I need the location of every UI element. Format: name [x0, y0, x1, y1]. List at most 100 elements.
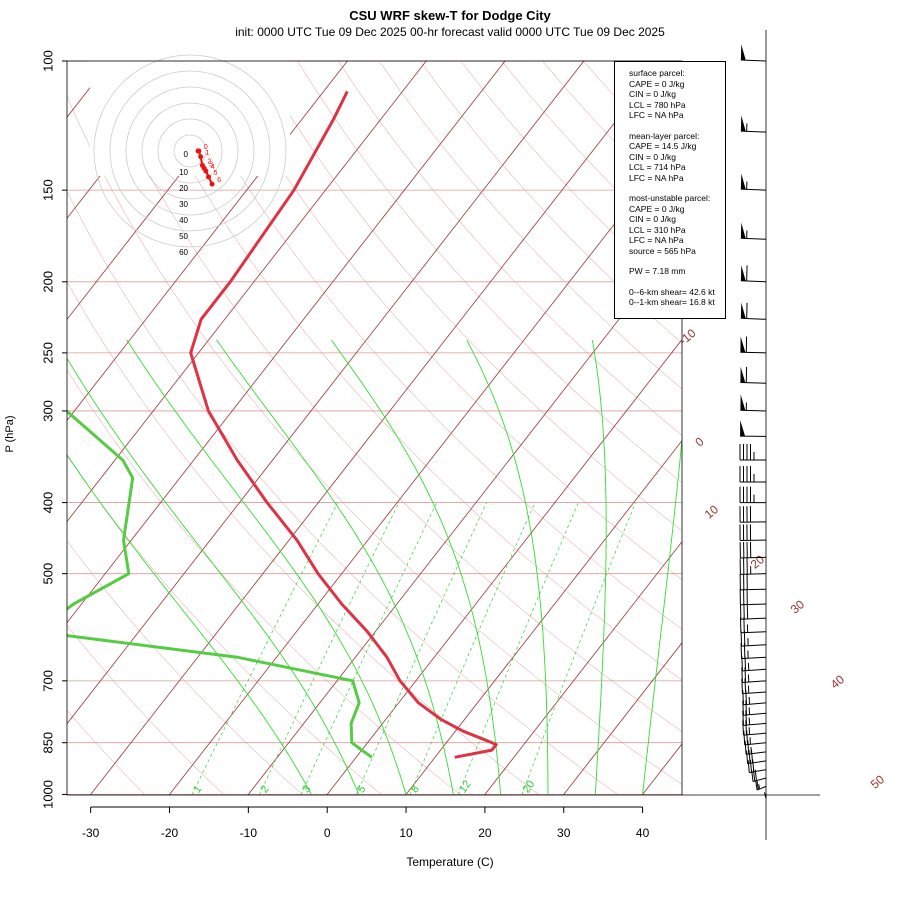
barb-full [744, 740, 747, 755]
barb-shaft [743, 732, 767, 736]
x-tick-label: 20 [478, 826, 492, 840]
moist-adiabat [216, 339, 454, 795]
barb-shaft [742, 668, 767, 672]
mixing-ratio-line [191, 502, 339, 795]
sounding-profiles [67, 90, 498, 759]
dry-adiabat [67, 625, 225, 795]
barb-flag [740, 366, 746, 383]
wind-barb [742, 700, 767, 716]
barb-full [740, 630, 743, 647]
hodo-point-label: 5 [214, 170, 218, 177]
dry-adiabat [67, 369, 462, 795]
x-tick-label: -30 [82, 826, 100, 840]
isotherm-line [483, 541, 682, 795]
wind-barb [744, 740, 767, 755]
isotherm-line [326, 338, 682, 795]
wind-barb [740, 44, 767, 62]
x-tick-label: 40 [636, 826, 650, 840]
isotherm-label: -10 [676, 326, 699, 348]
barb-flag [740, 222, 746, 239]
mixing-ratio-label: 1 [191, 783, 204, 795]
dry-adiabat [67, 281, 541, 795]
wind-barb [739, 541, 767, 559]
isotherm-line [89, 61, 664, 795]
dry-adiabat [378, 61, 682, 390]
dry-adiabat [67, 455, 383, 795]
mixing-ratio-line [458, 502, 579, 795]
hodo-ring [93, 54, 287, 248]
x-tick-label: 10 [399, 826, 413, 840]
wind-barb [740, 265, 767, 283]
isotherm-line [67, 61, 506, 624]
wind-barb [740, 222, 767, 240]
moist-adiabat [642, 434, 682, 795]
barb-flag [740, 336, 746, 353]
dry-adiabat [338, 61, 682, 436]
y-tick-label: 400 [40, 492, 55, 514]
mixing-ratio-label: 3 [300, 783, 313, 795]
temperature-profile [189, 90, 498, 759]
y-tick-label: 500 [40, 563, 55, 585]
info-line: PW = 7.18 mm [629, 266, 686, 276]
wind-barb [747, 759, 767, 774]
hodo-point [203, 168, 209, 174]
barb-flag [740, 420, 746, 437]
wind-barb [740, 420, 767, 437]
info-line: CIN = 0 J/kg [629, 151, 677, 162]
hodo-ring [125, 86, 255, 216]
barb-full [743, 730, 746, 745]
barb-shaft [740, 556, 767, 559]
barb-full [745, 700, 748, 715]
most-unstable-parcel-group: most-unstable parcel: CAPE = 0 J/kg CIN … [629, 193, 725, 256]
hodo-point-label: 3 [209, 161, 213, 168]
chart-subtitle: init: 0000 UTC Tue 09 Dec 2025 00-hr for… [235, 25, 665, 39]
barb-full [745, 720, 748, 735]
wind-barb [739, 506, 767, 523]
barb-shaft [743, 702, 767, 706]
info-line: LFC = NA hPa [629, 172, 684, 183]
mixing-ratio-line [409, 502, 536, 795]
barb-half [758, 784, 760, 790]
hodo-ring-label: 20 [179, 184, 188, 193]
isotherm-label: 30 [788, 597, 807, 617]
dry-adiabat [67, 190, 619, 795]
wind-barb [739, 558, 767, 575]
info-line: most-unstable parcel: [629, 193, 711, 203]
barb-flag [740, 302, 746, 319]
barb-shaft [741, 656, 767, 660]
hodo-point [198, 154, 204, 160]
info-line: surface parcel: [629, 68, 685, 78]
moist-adiabats [67, 339, 682, 795]
isotherm-line [67, 61, 269, 321]
info-line: source = 565 hPa [629, 245, 696, 256]
wind-barb [740, 366, 767, 384]
wind-barb [740, 302, 767, 320]
dewpoint-profile [67, 409, 373, 759]
mixing-ratio-label: 2 [258, 783, 271, 795]
hodo-background [90, 51, 290, 176]
surface-parcel-group: surface parcel: CAPE = 0 J/kg CIN = 0 J/… [629, 68, 725, 121]
wind-barb [742, 710, 767, 726]
shear-group: 0--6-km shear= 42.6 kt 0--1-km shear= 16… [629, 287, 725, 308]
wind-barbs [739, 30, 767, 840]
mixing-ratio-lines [191, 502, 636, 795]
x-tick-label: 30 [557, 826, 571, 840]
hodo-ring [157, 118, 223, 184]
wind-barb [739, 486, 766, 504]
barb-shaft [740, 59, 767, 62]
mean-layer-parcel-group: mean-layer parcel: CAPE = 14.5 J/kg CIN … [629, 131, 725, 184]
barb-flag [740, 173, 746, 190]
barb-shaft [740, 382, 767, 384]
y-tick-label: 850 [40, 732, 55, 754]
isotherm-label: 40 [828, 672, 847, 692]
barb-flag [740, 115, 746, 132]
moist-adiabat [330, 339, 502, 795]
x-axis-label: Temperature (C) [406, 855, 494, 869]
barb-shaft [742, 691, 767, 695]
pw-group: PW = 7.18 mm [629, 266, 725, 277]
barb-full [755, 780, 758, 791]
barb-full [748, 750, 751, 764]
barb-shaft [743, 722, 767, 726]
